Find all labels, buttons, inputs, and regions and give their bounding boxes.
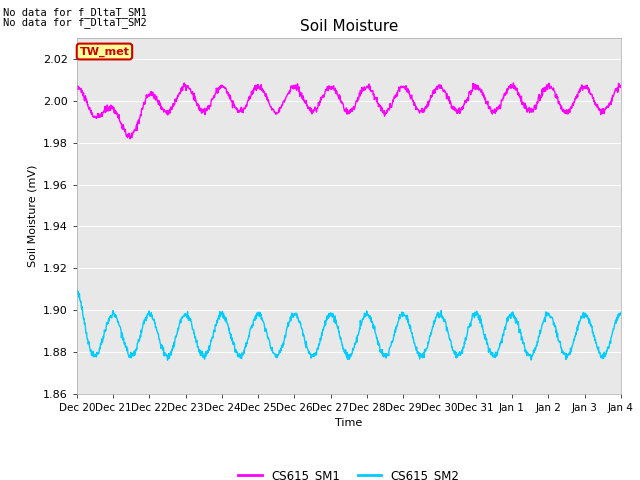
Legend: CS615_SM1, CS615_SM2: CS615_SM1, CS615_SM2 <box>234 465 464 480</box>
CS615_SM1 <box>509 80 517 86</box>
CS615_SM1 <box>617 83 625 89</box>
CS615_SM2 <box>195 345 202 350</box>
CS615_SM1 <box>434 87 442 93</box>
Line: CS615_SM2: CS615_SM2 <box>77 289 621 360</box>
Y-axis label: Soil Moisture (mV): Soil Moisture (mV) <box>28 165 37 267</box>
CS615_SM2 <box>164 357 172 363</box>
CS615_SM2 <box>505 313 513 319</box>
X-axis label: Time: Time <box>335 418 362 428</box>
CS615_SM2 <box>617 310 625 315</box>
CS615_SM2 <box>553 327 561 333</box>
CS615_SM1 <box>195 103 202 108</box>
CS615_SM1 <box>73 82 81 87</box>
CS615_SM1 <box>126 136 134 142</box>
CS615_SM1 <box>181 82 189 88</box>
Text: No data for f_DltaT_SM2: No data for f_DltaT_SM2 <box>3 17 147 28</box>
CS615_SM2 <box>73 286 81 292</box>
CS615_SM2 <box>181 313 189 319</box>
Text: TW_met: TW_met <box>79 47 129 57</box>
Text: No data for f_DltaT_SM1: No data for f_DltaT_SM1 <box>3 7 147 18</box>
Title: Soil Moisture: Soil Moisture <box>300 20 398 35</box>
CS615_SM1 <box>255 84 263 90</box>
CS615_SM1 <box>505 86 513 92</box>
CS615_SM2 <box>255 312 263 317</box>
CS615_SM1 <box>553 95 561 101</box>
Line: CS615_SM1: CS615_SM1 <box>77 83 621 139</box>
CS615_SM2 <box>434 312 442 318</box>
